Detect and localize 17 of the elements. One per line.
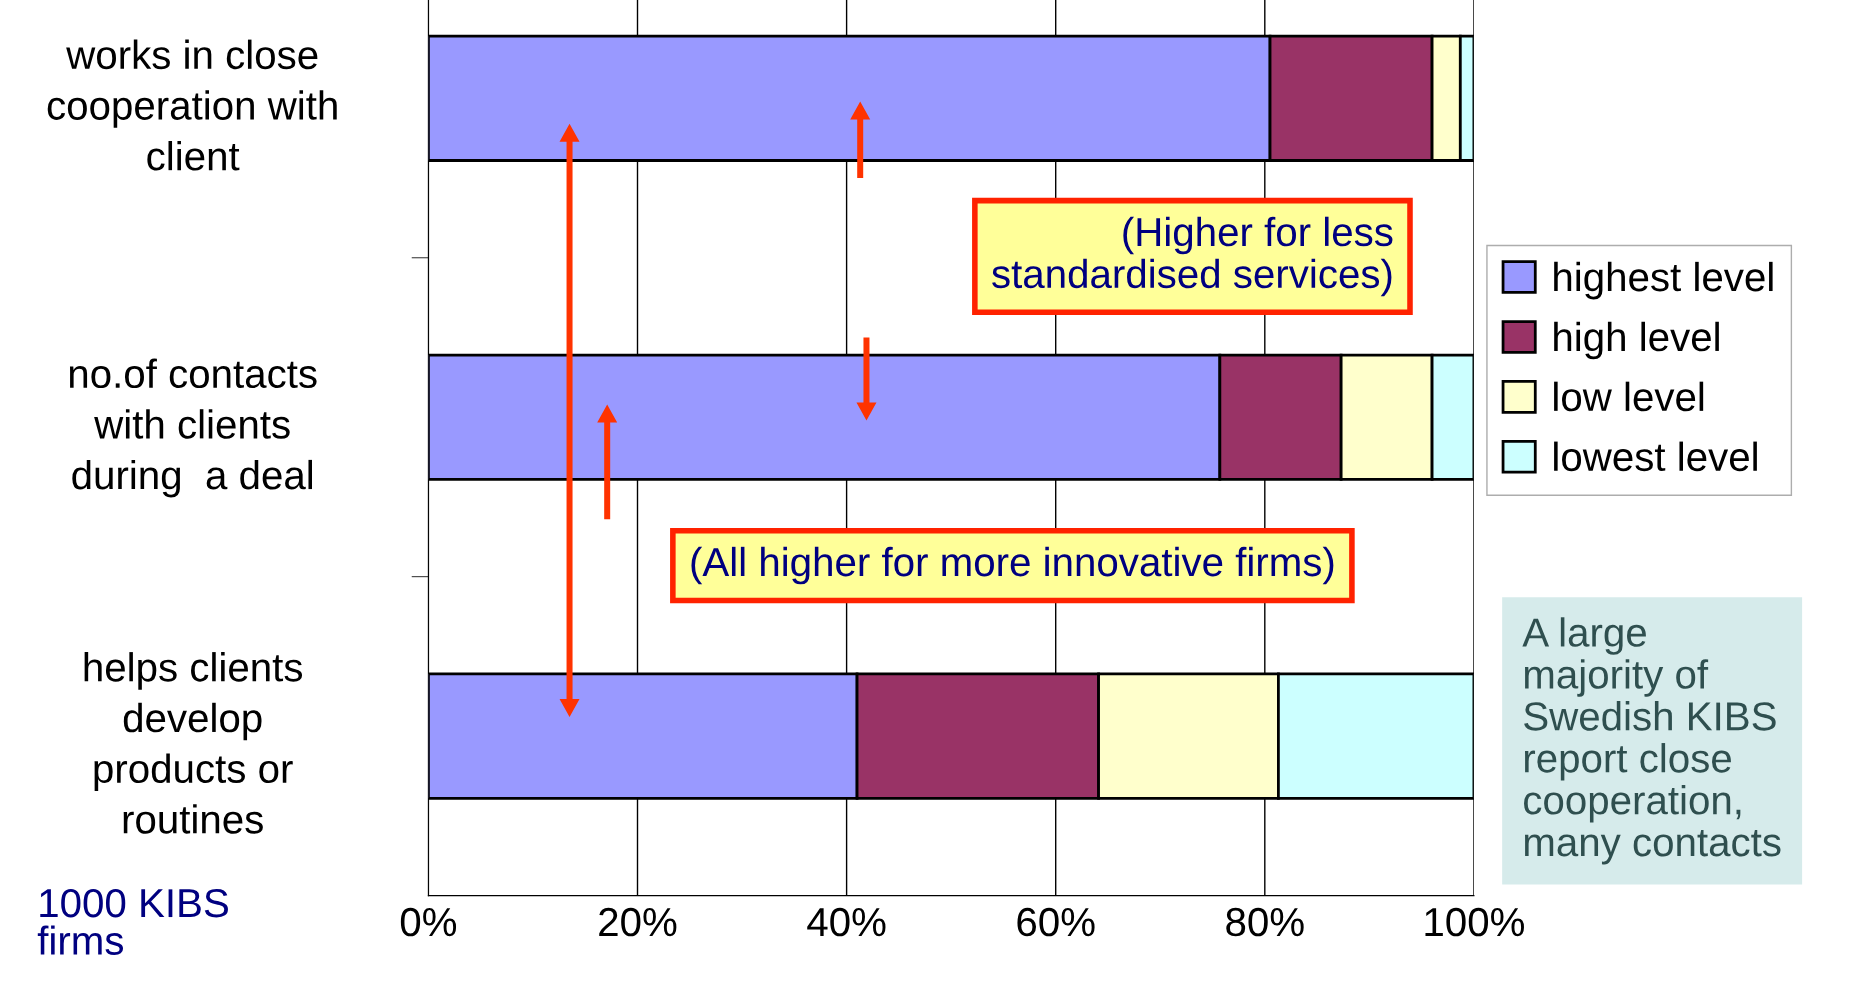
y-tick-label: no.of contacts with clients during a deal — [69, 358, 317, 498]
legend-label: lowest level — [1554, 441, 1757, 472]
x-tick-label: 80% — [1226, 907, 1304, 937]
legend-label: high level — [1554, 321, 1719, 360]
annotation: (All higher for more innovative firms) — [691, 546, 1334, 585]
x-tick-label: 0% — [400, 907, 457, 937]
y-tick-label: works in close cooperation with client — [47, 39, 337, 171]
x-tick-label: 60% — [1017, 907, 1095, 937]
x-tick-label: 100% — [1425, 907, 1524, 937]
legend-label: highest level — [1554, 261, 1773, 300]
x-tick-label: 20% — [599, 907, 677, 937]
x-tick-label: 40% — [807, 907, 886, 937]
annotation: (Higher for less standardised services) — [992, 216, 1393, 297]
text: 1000 KIBS firms — [37, 888, 228, 955]
text: A large majority of Swedish KIBS report close cooperation, many contacts — [1522, 617, 1781, 865]
legend-label: low level — [1554, 381, 1704, 412]
y-tick-label: helps clients develop products or routines — [84, 652, 303, 834]
